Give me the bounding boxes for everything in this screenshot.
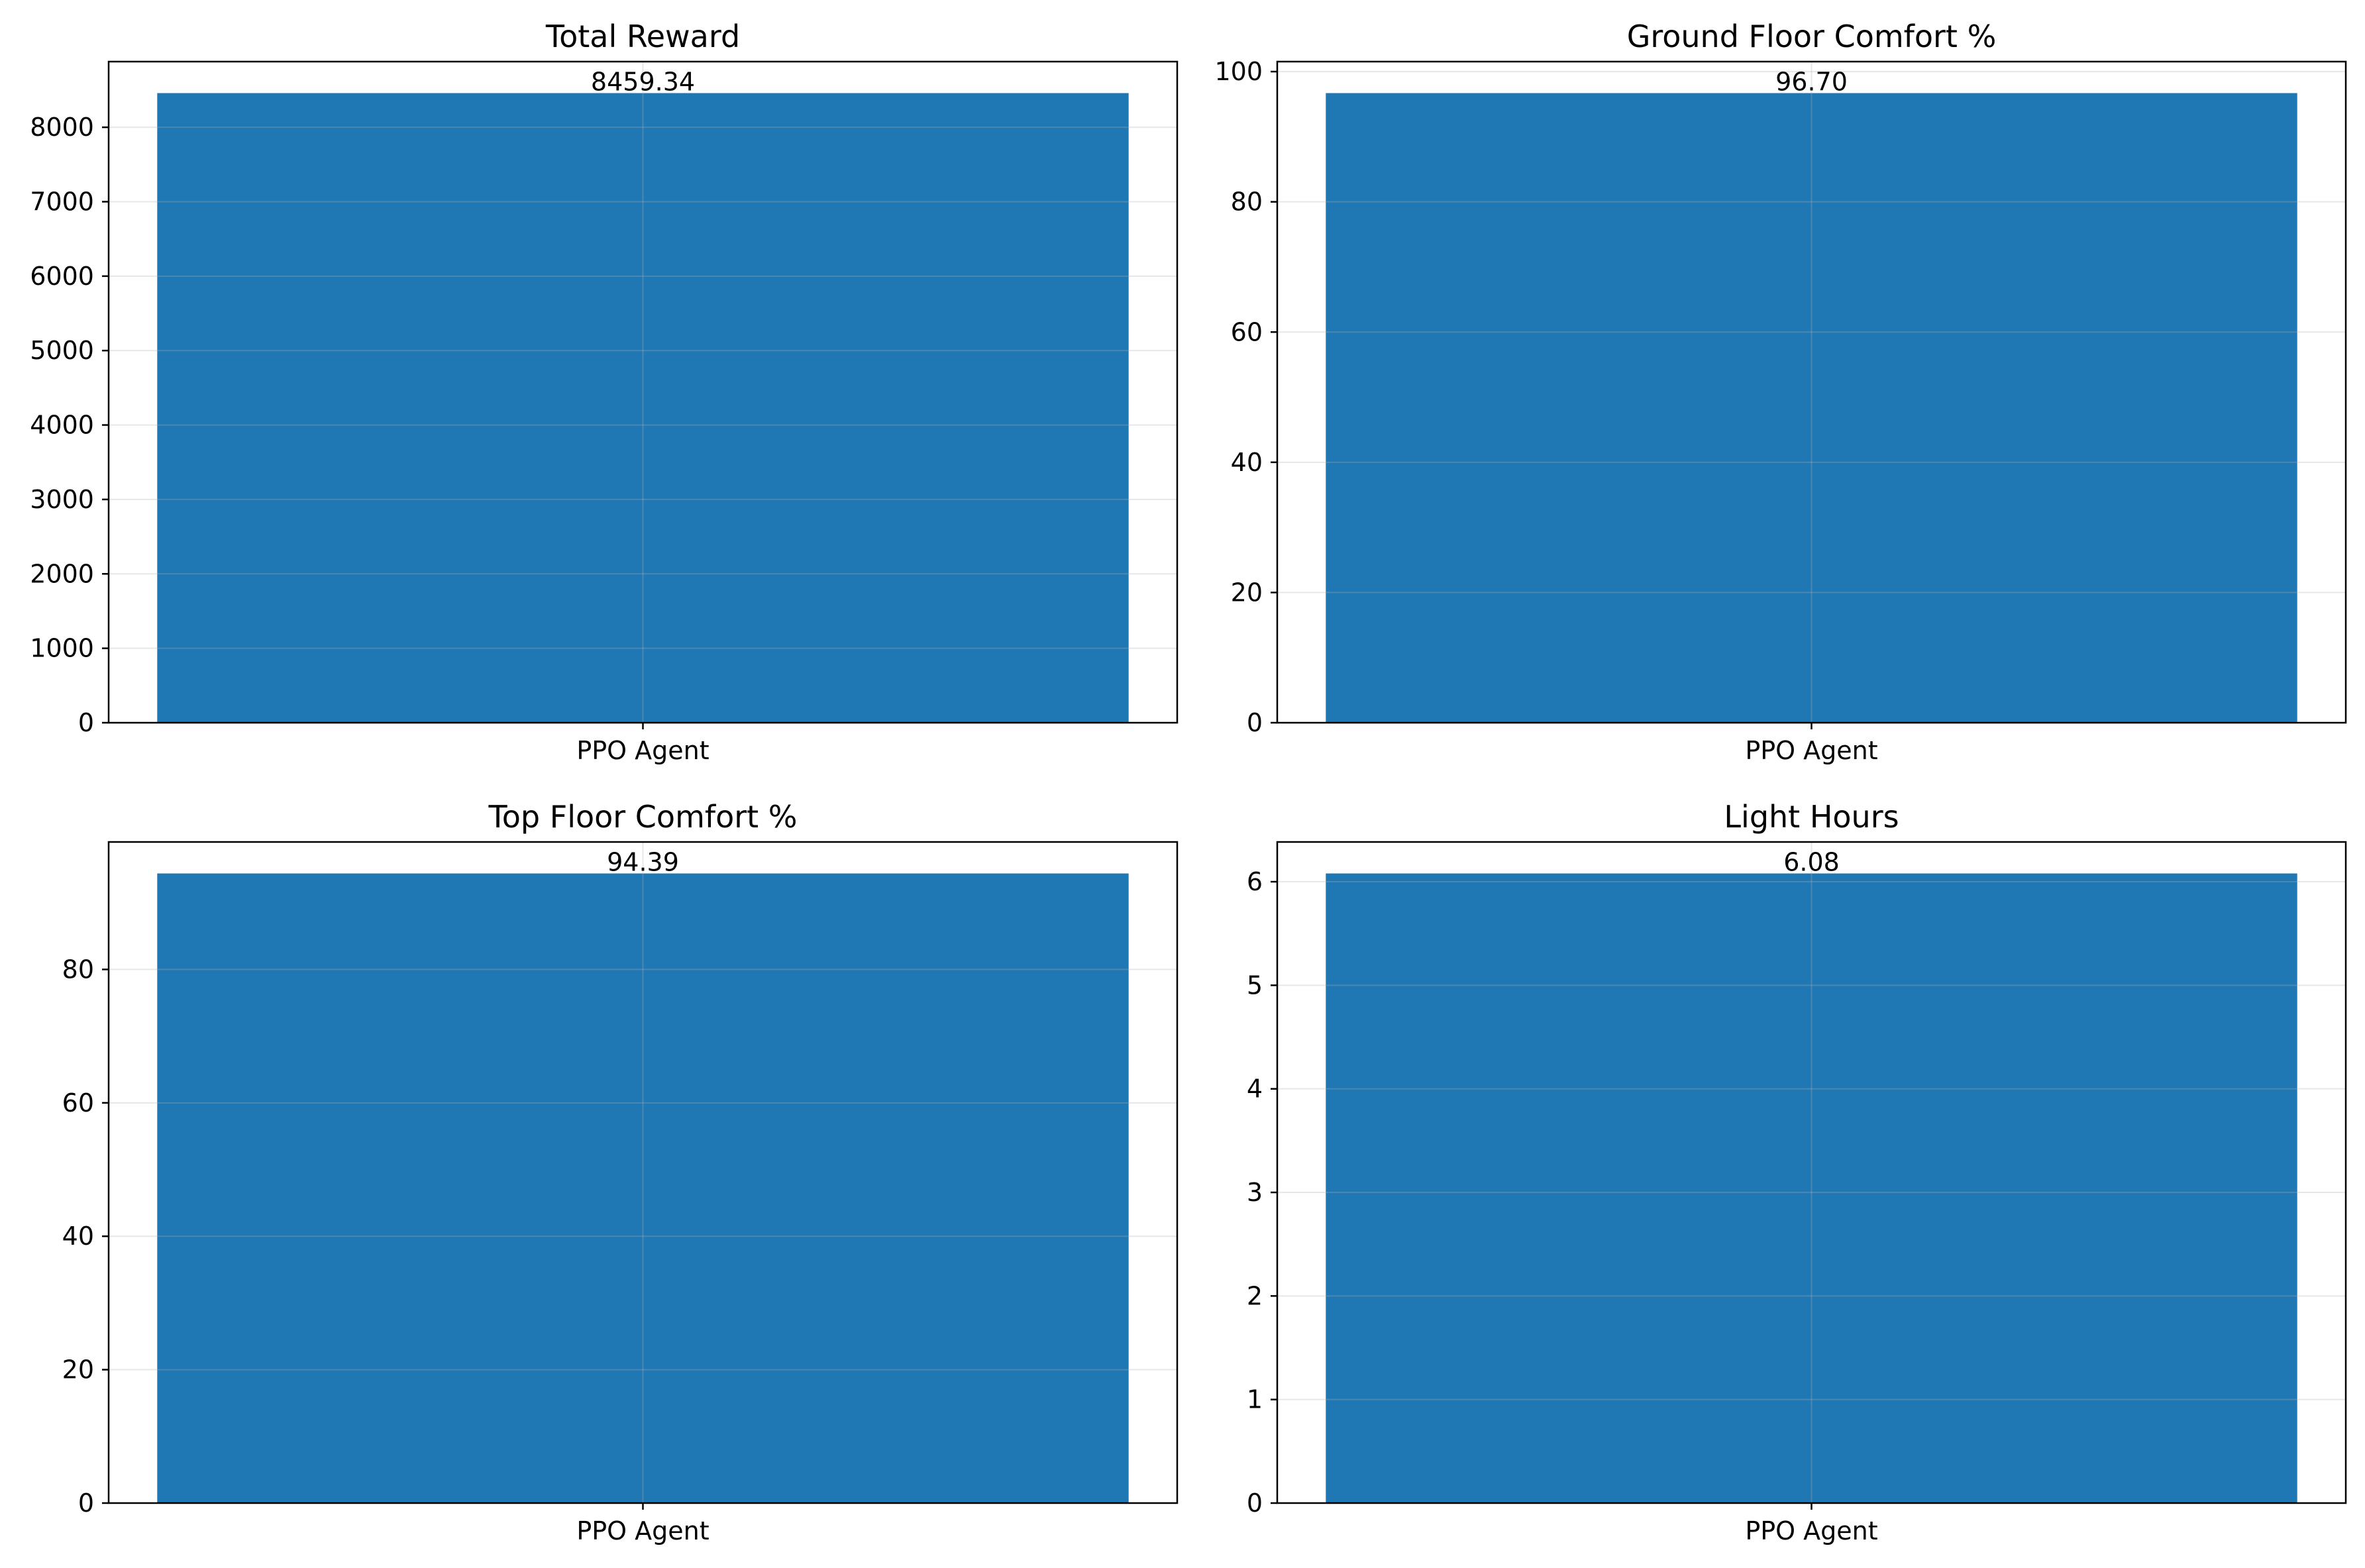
y-tick-label: 60 (62, 1088, 94, 1118)
chart-title: Ground Floor Comfort % (1627, 19, 1997, 54)
bar-value-label: 6.08 (1783, 848, 1840, 877)
y-tick-label: 1000 (30, 634, 94, 663)
y-tick-label: 0 (1247, 708, 1263, 737)
chart-title: Total Reward (545, 19, 740, 54)
y-tick-label: 100 (1214, 57, 1263, 86)
y-tick-label: 8000 (30, 113, 94, 142)
y-tick-label: 0 (1247, 1489, 1263, 1518)
y-tick-label: 80 (62, 955, 94, 984)
y-tick-label: 3 (1247, 1178, 1263, 1207)
y-tick-label: 3000 (30, 485, 94, 514)
x-tick-label: PPO Agent (576, 736, 709, 765)
y-tick-label: 2 (1247, 1281, 1263, 1310)
bar-value-label: 94.39 (607, 848, 679, 877)
y-tick-label: 80 (1231, 187, 1263, 217)
y-tick-label: 60 (1231, 317, 1263, 346)
chart-title: Top Floor Comfort % (488, 799, 798, 835)
y-tick-label: 20 (62, 1355, 94, 1385)
y-tick-label: 0 (78, 708, 94, 737)
y-tick-label: 2000 (30, 559, 94, 588)
x-tick-label: PPO Agent (576, 1516, 709, 1545)
bar (1326, 93, 2297, 723)
y-tick-label: 0 (78, 1489, 94, 1518)
y-tick-label: 4 (1247, 1074, 1263, 1104)
y-tick-label: 5 (1247, 970, 1263, 1000)
bar (1326, 873, 2297, 1503)
y-tick-label: 4000 (30, 411, 94, 440)
bar-value-label: 8459.34 (591, 68, 695, 97)
bar (157, 873, 1129, 1503)
chart-title: Light Hours (1724, 799, 1899, 835)
bar (157, 93, 1129, 723)
x-tick-label: PPO Agent (1745, 736, 1877, 765)
chart-panel-2: 0 20 40 60 80 100 PPO Agent 96.70 Ground Floor C… (1214, 19, 2347, 765)
y-tick-label: 5000 (30, 336, 94, 365)
y-tick-label: 40 (62, 1222, 94, 1251)
bar-value-label: 96.70 (1775, 68, 1848, 97)
y-tick-label: 40 (1231, 448, 1263, 477)
chart-panel-1: 0 1000 2000 3000 4000 5000 6000 7000 8000 PPO Age… (30, 19, 1179, 765)
y-tick-label: 20 (1231, 578, 1263, 607)
chart-panel-4: 0 1 2 3 4 5 6 PPO Agent 6.08 Light Hours (1247, 799, 2347, 1545)
y-tick-label: 7000 (30, 187, 94, 216)
y-tick-label: 6000 (30, 262, 94, 291)
y-tick-label: 6 (1247, 867, 1263, 896)
y-tick-label: 1 (1247, 1385, 1263, 1414)
x-tick-label: PPO Agent (1745, 1516, 1877, 1545)
chart-panel-3: 0 20 40 60 80 PPO Agent 94.39 Top Floor Comfort… (62, 799, 1179, 1545)
